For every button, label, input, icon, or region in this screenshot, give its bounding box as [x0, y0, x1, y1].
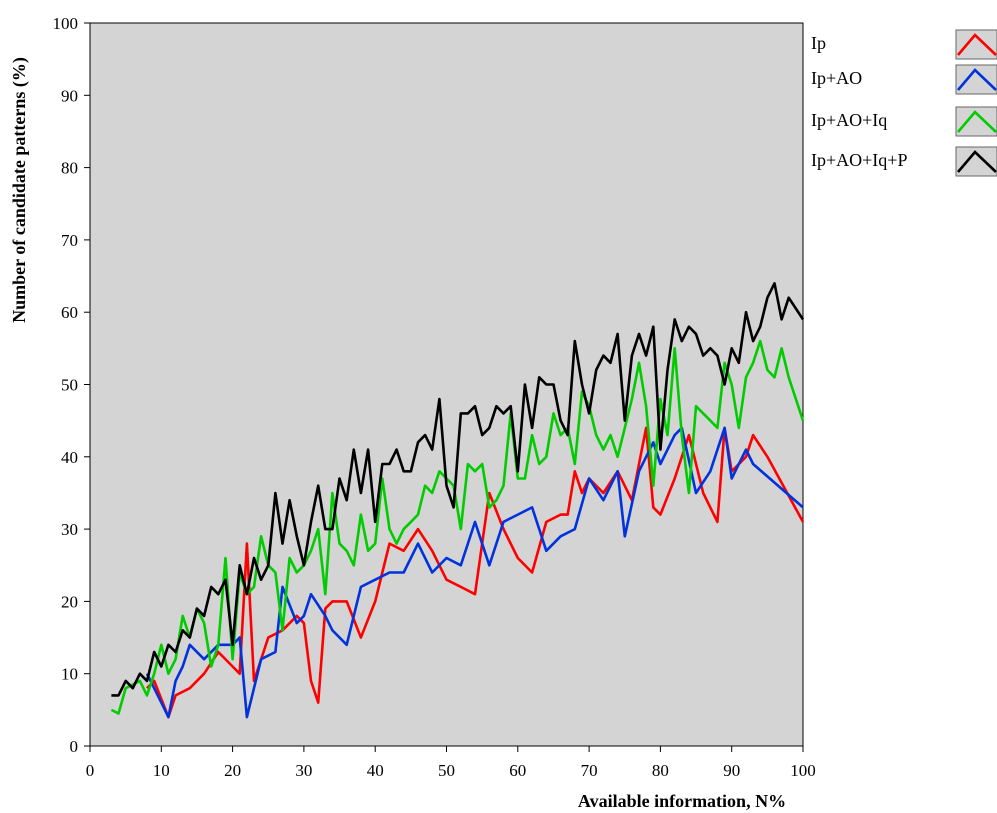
x-axis-title: Available information, N%: [578, 791, 786, 811]
y-tick-label: 60: [61, 303, 78, 322]
x-axis: 0 10 20 30 40 50 60 70 80 90 100: [86, 746, 816, 780]
x-tick-label: 20: [224, 761, 241, 780]
legend-swatch: [956, 65, 997, 94]
x-tick-label: 30: [295, 761, 312, 780]
y-axis: 0 10 20 30 40 50 60 70 80 90 100: [53, 14, 91, 756]
y-tick-label: 10: [61, 665, 78, 684]
y-tick-label: 80: [61, 159, 78, 178]
y-axis-title: Number of candidate patterns (%): [9, 57, 30, 323]
y-tick-label: 50: [61, 376, 78, 395]
y-tick-label: 30: [61, 520, 78, 539]
x-tick-label: 50: [438, 761, 455, 780]
legend-label: Ip+AO: [811, 68, 862, 88]
y-tick-label: 0: [70, 737, 79, 756]
legend: Ip Ip+AO Ip+AO+Iq Ip+AO+Iq+P: [811, 30, 997, 176]
legend-label: Ip+AO+Iq+P: [811, 150, 907, 170]
y-tick-label: 100: [53, 14, 79, 33]
legend-label: Ip: [811, 33, 826, 53]
x-tick-label: 0: [86, 761, 95, 780]
plot-area: [90, 23, 803, 746]
y-tick-label: 40: [61, 448, 78, 467]
y-tick-label: 90: [61, 86, 78, 105]
y-tick-label: 20: [61, 592, 78, 611]
y-tick-label: 70: [61, 231, 78, 250]
legend-swatch: [956, 147, 997, 176]
x-tick-label: 10: [153, 761, 170, 780]
x-tick-label: 40: [367, 761, 384, 780]
legend-label: Ip+AO+Iq: [811, 110, 887, 130]
x-tick-label: 60: [509, 761, 526, 780]
x-tick-label: 70: [581, 761, 598, 780]
legend-swatch: [956, 107, 997, 136]
legend-swatch: [956, 30, 997, 59]
x-tick-label: 100: [790, 761, 816, 780]
x-tick-label: 80: [652, 761, 669, 780]
x-tick-label: 90: [723, 761, 740, 780]
